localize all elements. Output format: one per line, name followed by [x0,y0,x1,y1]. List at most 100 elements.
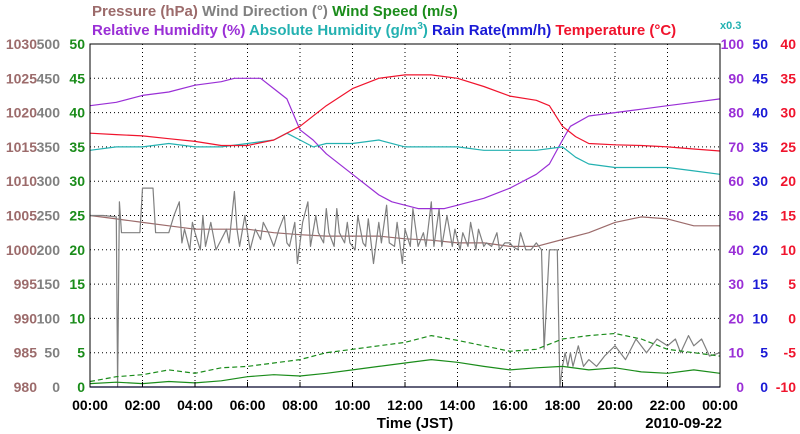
wind-direction-tick-label: 400 [37,105,61,121]
right-axes: 1009080706050403020100504540353025201510… [721,36,797,395]
series-relative-humidity [89,77,721,210]
left-axes: 1030102510201015101010051000995990985980… [6,36,85,395]
rain-rate-tick-label: 20 [752,242,768,258]
wind-speed-tick-label: 20 [69,242,85,258]
x-tick-label: 00:00 [72,397,108,413]
humidity-tick-label: 70 [728,139,744,155]
series-pressure [89,214,720,247]
temperature-tick-label: -10 [776,379,796,395]
rain-rate-tick-label: 10 [752,310,768,326]
temperature-tick-label: 30 [780,105,796,121]
humidity-tick-label: 30 [728,276,744,292]
humidity-tick-label: 20 [728,310,744,326]
pressure-tick-label: 1020 [6,105,37,121]
wind-speed-tick-label: 5 [77,345,85,361]
x-tick-label: 02:00 [125,397,161,413]
pressure-tick-label: 985 [14,345,38,361]
pressure-tick-label: 1000 [6,242,37,258]
wind-speed-tick-label: 15 [69,276,85,292]
wind-speed-tick-label: 10 [69,310,85,326]
wind-speed-tick-label: 30 [69,173,85,189]
rain-rate-tick-label: 45 [752,70,768,86]
pressure-tick-label: 995 [14,276,38,292]
rain-rate-tick-label: 5 [760,345,768,361]
series-wind-speed-max [89,332,721,383]
x-tick-label: 00:00 [702,397,738,413]
pressure-tick-label: 1015 [6,139,37,155]
legend-item: Wind Speed (m/s) [328,3,458,20]
wind-speed-tick-label: 25 [69,208,85,224]
legend-close: ) [423,22,428,39]
wind-speed-tick-label: 40 [69,105,85,121]
temperature-tick-label: 40 [780,36,796,52]
x-axis-title: Time (JST) [377,415,453,432]
x-tick-label: 06:00 [230,397,266,413]
x-axis: 00:00 02:00 04:00 06:00 08:00 10:00 12:00 14:00… [72,382,738,413]
rain-rate-tick-label: 50 [752,36,768,52]
x-tick-label: 10:00 [335,397,371,413]
x-tick-label: 08:00 [282,397,318,413]
wind-direction-tick-label: 150 [37,276,61,292]
humidity-tick-label: 60 [728,173,744,189]
rain-rate-tick-label: 15 [752,276,768,292]
rain-rate-tick-label: 40 [752,105,768,121]
wind-direction-tick-label: 450 [37,70,61,86]
wind-direction-tick-label: 350 [37,139,61,155]
legend-item: Wind Direction (°) [198,3,328,20]
pressure-tick-label: 1005 [6,208,37,224]
x-tick-label: 04:00 [177,397,213,413]
wind-direction-tick-label: 0 [52,379,60,395]
wind-direction-tick-label: 50 [44,345,60,361]
legend-row-1: Pressure (hPa) Wind Direction (°) Wind S… [92,3,458,20]
temperature-tick-label: 35 [780,70,796,86]
wind-direction-tick-label: 250 [37,208,61,224]
legend-item: Absolute Humidity (g/m [245,22,417,39]
legend-superscript: 3 [417,21,423,32]
x-tick-label: 14:00 [440,397,476,413]
temperature-tick-label: 5 [788,276,796,292]
humidity-tick-label: 80 [728,105,744,121]
temperature-tick-label: 25 [780,139,796,155]
humidity-tick-label: 10 [728,345,744,361]
rain-rate-tick-label: 25 [752,208,768,224]
scale-note: x0.3 [720,20,741,32]
x-tick-label: 20:00 [597,397,633,413]
wind-direction-tick-label: 500 [37,36,61,52]
humidity-tick-label: 90 [728,70,744,86]
legend-row-2: Relative Humidity (%) Absolute Humidity … [92,21,676,39]
date-label: 2010-09-22 [645,415,722,432]
rain-rate-tick-label: 35 [752,139,768,155]
temperature-tick-label: -5 [784,345,797,361]
humidity-tick-label: 0 [736,379,744,395]
rain-rate-tick-label: 0 [760,379,768,395]
humidity-tick-label: 40 [728,242,744,258]
series-temperature [89,74,721,152]
x-tick-label: 12:00 [387,397,423,413]
x-tick-label: 22:00 [650,397,686,413]
series-absolute-humidity [89,132,721,175]
x-tick-label: 18:00 [545,397,581,413]
pressure-tick-label: 990 [14,310,38,326]
temperature-tick-label: 15 [780,208,796,224]
wind-speed-tick-label: 45 [69,70,85,86]
legend-item: Rain Rate(mm/h) [428,22,551,39]
pressure-tick-label: 980 [14,379,38,395]
temperature-tick-label: 10 [780,242,796,258]
rain-rate-tick-label: 30 [752,173,768,189]
humidity-tick-label: 50 [728,208,744,224]
humidity-tick-label: 100 [721,36,745,52]
wind-direction-tick-label: 100 [37,310,61,326]
wind-speed-tick-label: 35 [69,139,85,155]
wind-direction-tick-label: 300 [37,173,61,189]
pressure-tick-label: 1010 [6,173,37,189]
pressure-tick-label: 1030 [6,36,37,52]
legend-item: Pressure (hPa) [92,3,198,20]
wind-direction-tick-label: 200 [37,242,61,258]
legend-item: Temperature (°C) [551,22,676,39]
temperature-tick-label: 0 [788,310,796,326]
temperature-tick-label: 20 [780,173,796,189]
wind-speed-tick-label: 0 [77,379,85,395]
wind-speed-tick-label: 50 [69,36,85,52]
